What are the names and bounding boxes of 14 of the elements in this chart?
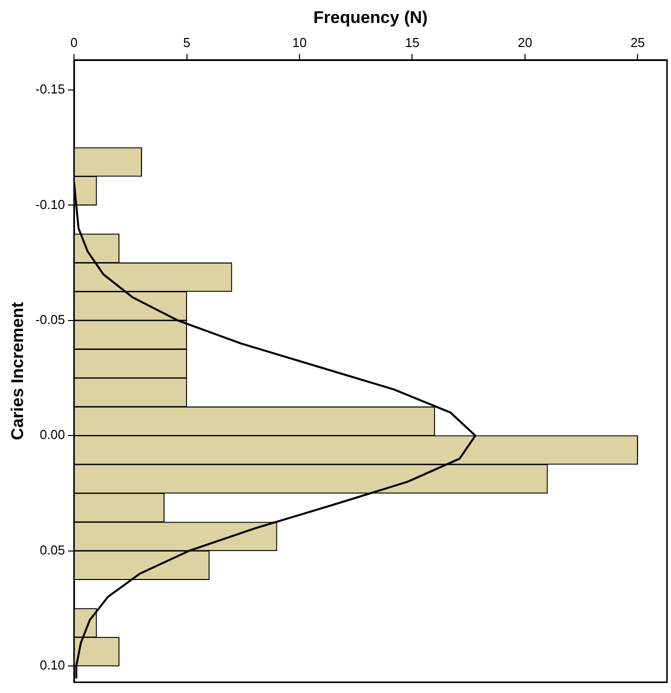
y-tick-label: 0.00 <box>40 427 66 442</box>
y-axis-title: Caries Increment <box>8 302 27 440</box>
x-tick-label: 15 <box>404 34 420 50</box>
x-tick-label: 25 <box>630 34 645 50</box>
x-tick-label: 5 <box>183 34 190 50</box>
x-tick-label: 0 <box>70 34 78 50</box>
x-tick-label: 10 <box>292 34 307 50</box>
y-tick-label: -0.05 <box>35 312 66 327</box>
x-axis-title: Frequency (N) <box>313 8 428 27</box>
y-tick-label: -0.15 <box>35 82 66 97</box>
y-tick-label: -0.10 <box>35 196 66 212</box>
y-tick-label: 0.10 <box>40 658 66 673</box>
x-tick-label: 20 <box>518 34 532 50</box>
y-tick-label: 0.05 <box>40 542 66 558</box>
